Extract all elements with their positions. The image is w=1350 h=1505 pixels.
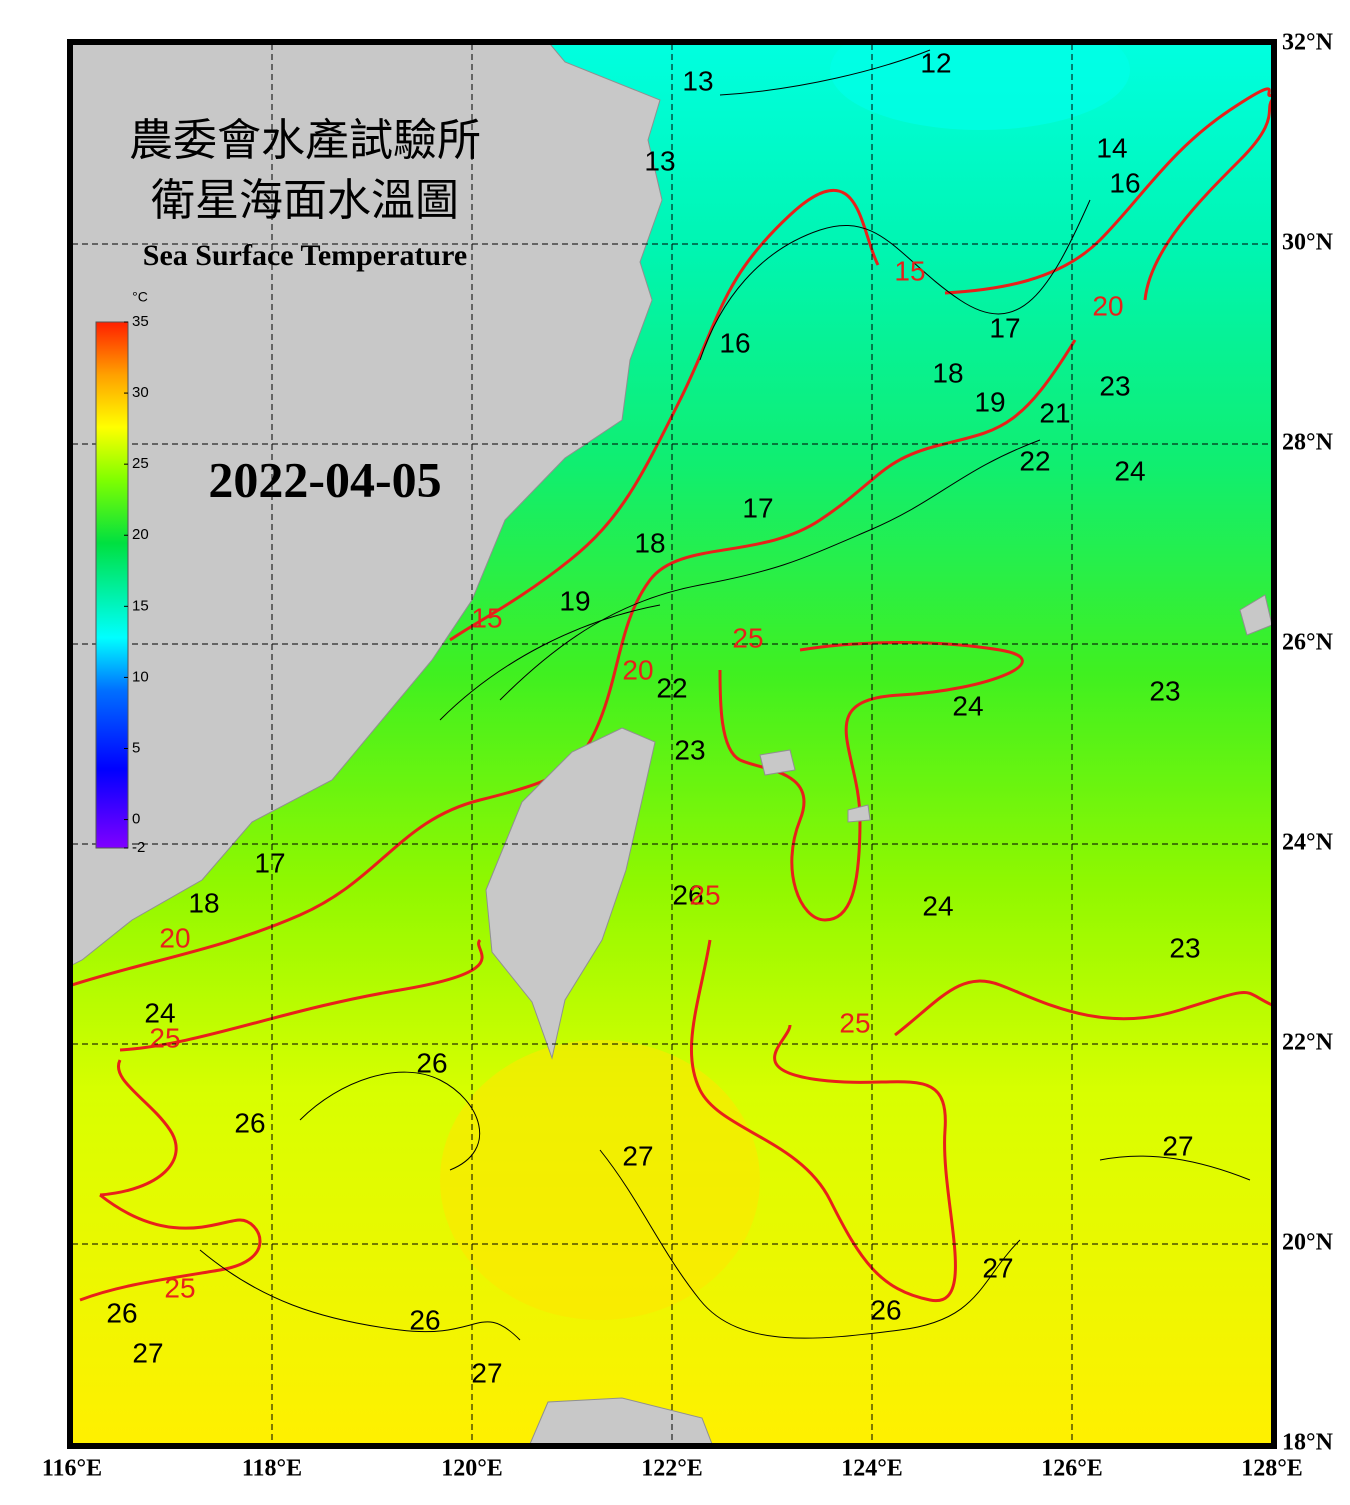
contour-label: 22 [656, 672, 687, 703]
contour-label: 23 [674, 734, 705, 765]
contour-label: 17 [254, 847, 285, 878]
contour-label: 14 [1096, 132, 1127, 163]
lon-tick-label: 116°E [42, 1456, 102, 1482]
contour-label: 24 [144, 997, 175, 1028]
contour-label: 25 [149, 1022, 180, 1053]
contour-label: 12 [920, 47, 951, 78]
title-en: Sea Surface Temperature [143, 239, 467, 272]
lon-tick-label: 128°E [1241, 1456, 1303, 1482]
lat-tick-label: 24°N [1282, 830, 1334, 856]
contour-label: 26 [234, 1107, 265, 1138]
contour-label: 19 [974, 386, 1005, 417]
contour-label: 19 [559, 585, 590, 616]
map-frame [67, 39, 1277, 1449]
contour-label: 25 [164, 1272, 195, 1303]
contour-label: 16 [719, 327, 750, 358]
contour-label: 22 [1019, 445, 1050, 476]
contour-label: 23 [1169, 932, 1200, 963]
colorbar-tick-label: -2 [132, 839, 145, 856]
contour-label: 26 [870, 1294, 901, 1325]
title-zh-2: 衛星海面水溫圖 [151, 176, 459, 225]
cold-patch [830, 44, 1130, 130]
contour-label: 16 [1109, 167, 1140, 198]
land [72, 44, 1272, 1444]
contour-label: 13 [682, 65, 713, 96]
lat-tick-label: 26°N [1282, 630, 1334, 656]
contour-label: 21 [1039, 397, 1070, 428]
lat-tick-label: 28°N [1282, 430, 1334, 456]
colorbar-tick-label: 30 [132, 384, 149, 401]
contour-label: 26 [672, 879, 703, 910]
lon-tick-label: 124°E [841, 1456, 903, 1482]
colorbar-tick-label: 10 [132, 668, 149, 685]
contour-label: 15 [471, 602, 502, 633]
isotherms-black [199, 49, 1251, 1341]
contour-label: 17 [742, 492, 773, 523]
isotherms-red [72, 87, 1272, 1303]
contour-label: 18 [932, 357, 963, 388]
contour-label: 20 [159, 922, 190, 953]
contour-label: 25 [732, 622, 763, 653]
lon-tick-label: 120°E [441, 1456, 503, 1482]
contour-label: 15 [894, 255, 925, 286]
colorbar-tick-label: 20 [132, 526, 149, 543]
warm-patch [440, 1040, 760, 1320]
contour-label: 26 [416, 1047, 447, 1078]
contour-label: 18 [188, 887, 219, 918]
lat-tick-label: 30°N [1282, 230, 1334, 256]
lon-tick-label: 118°E [242, 1456, 302, 1482]
contour-label: 27 [471, 1357, 502, 1388]
contour-label: 20 [1092, 290, 1123, 321]
contour-label: 26 [106, 1297, 137, 1328]
colorbar-unit: °C [132, 289, 148, 305]
title-zh-1: 農委會水產試驗所 [129, 116, 481, 165]
colorbar [95, 321, 129, 849]
lat-tick-label: 32°N [1282, 30, 1334, 56]
colorbar-tick-label: 15 [132, 597, 149, 614]
lon-tick-label: 126°E [1041, 1456, 1103, 1482]
contour-label: 27 [982, 1252, 1013, 1283]
lat-tick-label: 20°N [1282, 1230, 1334, 1256]
contour-label: 13 [644, 145, 675, 176]
contour-label: 27 [622, 1140, 653, 1171]
colorbar-tick-label: 25 [132, 455, 149, 472]
contour-label: 23 [1099, 370, 1130, 401]
contour-label: 24 [952, 690, 983, 721]
contour-label: 25 [839, 1007, 870, 1038]
lon-tick-label: 122°E [641, 1456, 703, 1482]
colorbar-tick-label: 35 [132, 313, 149, 330]
colorbar-tick-label: 0 [132, 811, 140, 828]
contour-label: 27 [1162, 1130, 1193, 1161]
contour-label: 27 [132, 1337, 163, 1368]
contour-label: 23 [1149, 675, 1180, 706]
contour-label: 20 [622, 654, 653, 685]
contour-label: 26 [409, 1304, 440, 1335]
lat-tick-label: 22°N [1282, 1030, 1334, 1056]
contour-label: 25 [689, 879, 720, 910]
contour-label: 17 [989, 312, 1020, 343]
lat-tick-label: 18°N [1282, 1430, 1334, 1456]
contour-label: 24 [922, 890, 953, 921]
contour-label: 24 [1114, 455, 1145, 486]
date: 2022-04-05 [208, 451, 441, 507]
colorbar-tick-label: 5 [132, 739, 140, 756]
contour-label: 18 [634, 527, 665, 558]
